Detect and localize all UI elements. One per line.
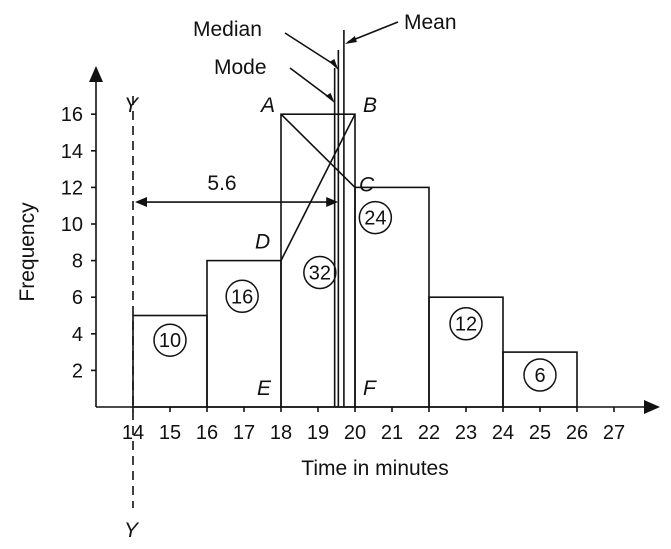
overlay: A B C D E F Mode Median Mean Y Y 5.6 [124, 11, 457, 542]
y-axis-title: Frequency [16, 202, 39, 302]
median-arrowhead [329, 59, 339, 70]
x-tick-label: 19 [307, 422, 329, 444]
y-tick-label: 8 [72, 251, 83, 273]
bar-label-circle [153, 323, 187, 357]
y-axis-arrow [89, 66, 103, 82]
point-label-d: D [255, 231, 270, 254]
x-tick-label: 17 [233, 422, 255, 444]
x-tick-label: 27 [603, 422, 625, 444]
mode-leader [289, 67, 334, 101]
x-tick-label: 20 [344, 422, 366, 444]
bar-label-circle [225, 279, 259, 314]
mean-label: Mean [404, 11, 457, 34]
x-tick-label: 21 [381, 422, 403, 444]
histogram-bar [502, 351, 578, 408]
x-tick-label: 18 [270, 422, 292, 444]
y-tick-label: 2 [72, 360, 83, 382]
bar-label: 12 [455, 314, 477, 336]
x-tick-label: 16 [196, 422, 218, 444]
mean-leader [347, 21, 399, 43]
bar-label-circle [523, 358, 557, 392]
line-ac [280, 113, 356, 188]
bar-label: 6 [534, 365, 545, 387]
bar-label-circle [449, 306, 483, 341]
x-tick-label: 24 [492, 422, 514, 444]
yy-label-top: Y [124, 94, 140, 117]
mode-arrowhead [325, 93, 335, 103]
dimension-arrow-left [135, 197, 147, 208]
bar-label: 32 [309, 262, 331, 284]
point-label-f: F [363, 377, 377, 400]
bar-label-circle [358, 200, 393, 235]
y-tick-label: 6 [72, 287, 83, 309]
mode-label: Mode [214, 56, 267, 79]
y-tick-label: 16 [61, 104, 83, 126]
axes [89, 66, 660, 414]
dimension-label: 5.6 [207, 172, 236, 195]
x-tick-label: 23 [455, 422, 477, 444]
yy-label-bottom: Y [124, 519, 140, 542]
mean-arrowhead [344, 36, 357, 44]
labels: Time in minutes Frequency [16, 202, 449, 480]
x-tick-label: 26 [566, 422, 588, 444]
line-db [280, 113, 356, 261]
point-label-c: C [359, 173, 375, 196]
bar-label-circle [303, 255, 337, 290]
median-leader [284, 32, 337, 67]
median-label: Median [193, 18, 262, 41]
bar-label: 16 [231, 286, 253, 308]
bar-label: 10 [159, 330, 181, 352]
point-label-b: B [363, 94, 377, 117]
x-axis-arrow [644, 400, 660, 414]
x-tick-label: 25 [529, 422, 551, 444]
bar-label: 24 [364, 208, 386, 230]
x-ticks: 14 15 16 17 18 19 20 21 22 23 24 25 26 27 [122, 407, 625, 444]
x-tick-label: 22 [418, 422, 440, 444]
y-ticks: 2 4 6 8 10 12 14 16 [61, 104, 96, 382]
x-axis-title: Time in minutes [301, 457, 448, 480]
y-tick-label: 14 [61, 141, 83, 163]
x-tick-label: 15 [159, 422, 181, 444]
y-tick-label: 12 [61, 177, 83, 199]
dimension-arrow-right [326, 197, 339, 208]
point-label-e: E [257, 377, 272, 400]
bars: 10 16 32 24 12 6 [132, 113, 578, 408]
point-label-a: A [259, 94, 275, 117]
y-tick-label: 10 [61, 214, 83, 236]
y-tick-label: 4 [72, 324, 83, 346]
